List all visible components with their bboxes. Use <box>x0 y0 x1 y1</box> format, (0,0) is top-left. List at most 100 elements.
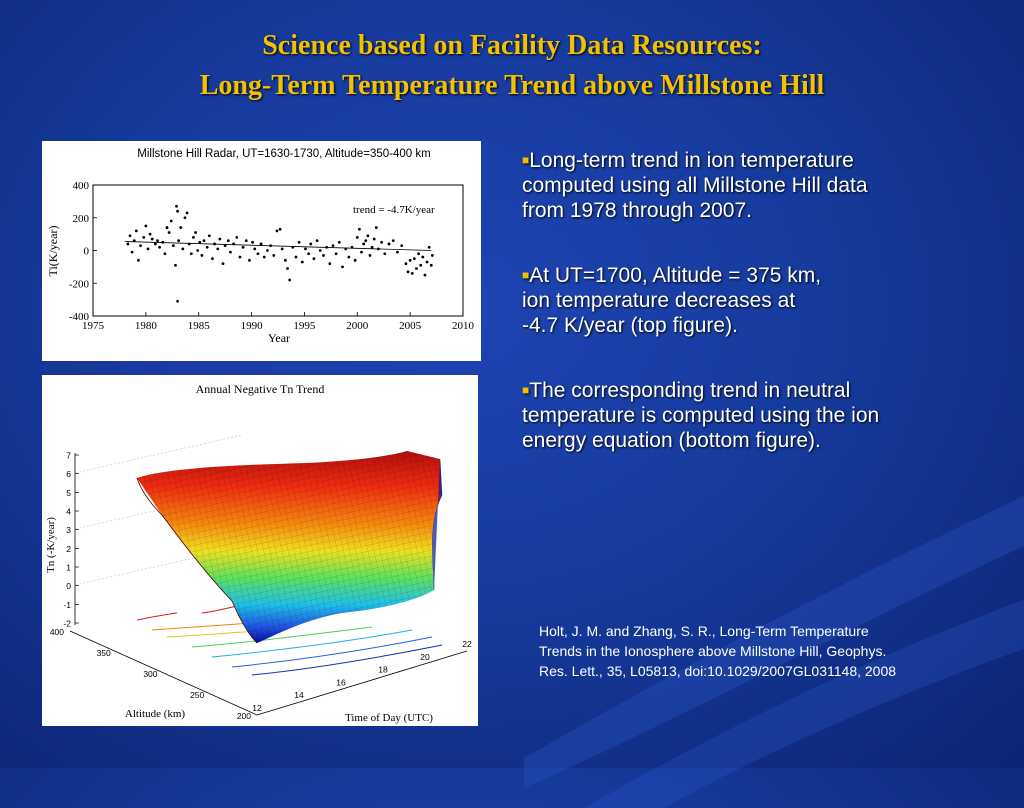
bullet-square-icon: ■ <box>522 268 530 282</box>
surface-front-edge <box>136 477 258 644</box>
data-point <box>406 270 410 274</box>
y-tick-label: 400 <box>73 180 90 192</box>
z-tick-label: -2 <box>63 619 71 629</box>
y-tick-label: -400 <box>69 311 90 323</box>
data-point <box>259 242 263 246</box>
bullet-text: At UT=1700, Altitude = 375 km, ion tempe… <box>522 264 822 337</box>
z-tick-label: 5 <box>66 488 71 498</box>
data-point <box>404 262 408 265</box>
data-point <box>248 258 251 262</box>
data-point <box>294 255 298 259</box>
data-point <box>366 234 370 238</box>
data-point <box>372 237 376 241</box>
z-tick-label: -1 <box>63 600 71 610</box>
data-point <box>275 229 279 233</box>
data-point <box>226 239 230 243</box>
data-point <box>374 226 378 229</box>
data-point <box>251 240 255 244</box>
data-point <box>235 236 239 239</box>
x-tick-label: 1995 <box>293 320 316 332</box>
scatter-x-axis-label: Year <box>268 331 290 345</box>
data-point <box>156 239 159 243</box>
data-point <box>238 255 242 259</box>
floor-contour-lines <box>136 604 443 676</box>
tn-axis-label: Tn (-K/year) <box>45 517 57 573</box>
data-point <box>396 250 399 254</box>
data-point <box>150 237 154 241</box>
bullet-item: ■The corresponding trend in neutral temp… <box>522 378 992 453</box>
data-point <box>158 245 161 249</box>
data-point <box>312 257 316 261</box>
surface-title: Annual Negative Tn Trend <box>196 382 325 396</box>
data-point <box>383 252 387 256</box>
data-point <box>318 249 322 252</box>
data-point <box>128 234 132 238</box>
data-point <box>194 231 197 234</box>
data-point <box>328 262 332 265</box>
data-point <box>153 242 157 246</box>
data-point <box>355 236 359 239</box>
data-point <box>353 258 357 262</box>
data-point <box>144 224 148 228</box>
data-point <box>304 247 307 251</box>
z-tick-label: 4 <box>66 507 71 517</box>
data-point <box>387 242 391 246</box>
y-tick-label: 200 <box>73 213 90 225</box>
data-point <box>408 258 412 262</box>
data-point <box>425 260 429 264</box>
data-point <box>167 231 171 234</box>
data-point <box>262 255 266 259</box>
x-tick-label: 1975 <box>82 320 105 332</box>
bullet-square-icon: ■ <box>522 153 530 167</box>
surface-figure: Annual Negative Tn Trend 7 6 5 4 3 2 1 0 -1 -2 40… <box>42 375 478 726</box>
data-point <box>400 244 404 247</box>
data-point <box>427 245 431 249</box>
x-tick-label: 1985 <box>188 320 211 332</box>
data-point <box>181 247 185 251</box>
surface-side-edge <box>432 458 443 591</box>
bullet-list: ■Long-term trend in ion temperature comp… <box>522 148 992 493</box>
data-point <box>307 252 311 256</box>
data-point <box>362 242 366 246</box>
data-point <box>171 244 175 247</box>
time-tick-label: 18 <box>378 665 388 675</box>
data-point <box>169 219 173 223</box>
data-point <box>266 249 269 252</box>
altitude-tick-label: 400 <box>50 627 64 637</box>
scatter-plot: Millstone Hill Radar, UT=1630-1730, Alti… <box>46 148 475 345</box>
slide-title-line-2: Long-Term Temperature Trend above Millst… <box>199 70 825 101</box>
z-tick-label: 1 <box>66 563 71 573</box>
data-point <box>360 250 363 254</box>
data-point <box>189 252 193 256</box>
x-tick-label: 1990 <box>241 320 263 332</box>
data-point <box>358 227 361 231</box>
time-tick-label: 20 <box>420 652 430 662</box>
data-point <box>229 250 232 254</box>
time-tick-label: 22 <box>462 639 472 649</box>
data-point <box>253 247 257 251</box>
trend-line <box>124 241 432 251</box>
altitude-tick-label: 300 <box>143 669 157 679</box>
data-point <box>216 247 220 251</box>
data-point <box>205 245 209 249</box>
x-tick-label: 2010 <box>452 320 475 332</box>
surface-mesh-grid <box>137 451 442 643</box>
data-point <box>196 249 200 252</box>
surface-plot: Annual Negative Tn Trend 7 6 5 4 3 2 1 0 -1 -2 40… <box>45 382 472 724</box>
data-point <box>315 239 319 243</box>
data-point <box>130 250 134 254</box>
x-tick-label: 1980 <box>135 320 158 332</box>
data-point <box>391 239 395 243</box>
data-point <box>134 229 138 233</box>
data-point <box>139 244 142 247</box>
data-point <box>341 265 344 269</box>
data-point <box>165 226 169 229</box>
data-point <box>146 247 150 251</box>
data-point <box>272 254 276 257</box>
data-point <box>221 262 225 265</box>
background-wave-decoration <box>524 495 1024 808</box>
data-point <box>380 240 383 244</box>
data-point <box>417 252 420 256</box>
trend-annotation: trend = -4.7K/year <box>353 204 435 216</box>
slide-title: Science based on Facility Data Resources… <box>0 26 1024 106</box>
